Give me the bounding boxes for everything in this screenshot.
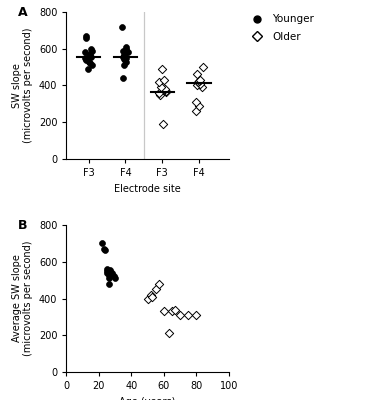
Point xyxy=(162,86,168,92)
Point xyxy=(83,33,89,39)
Point xyxy=(195,78,201,85)
Point xyxy=(83,34,89,41)
Point xyxy=(109,272,115,278)
Point xyxy=(196,78,202,84)
Point xyxy=(107,267,113,273)
Point xyxy=(194,82,200,89)
Point xyxy=(83,56,89,63)
Point xyxy=(111,273,117,280)
Point xyxy=(123,46,128,52)
Point xyxy=(109,270,115,276)
Point xyxy=(159,66,165,72)
Point xyxy=(101,246,107,252)
Point xyxy=(120,47,126,54)
Point xyxy=(193,99,199,105)
Point xyxy=(88,46,94,52)
X-axis label: Age (years): Age (years) xyxy=(120,396,176,400)
Point xyxy=(104,268,110,274)
Point xyxy=(87,51,93,58)
Point xyxy=(121,52,127,58)
Point xyxy=(123,44,129,50)
Point xyxy=(125,49,131,56)
Point xyxy=(196,102,202,109)
Point xyxy=(89,47,95,54)
Point xyxy=(160,121,166,127)
Point xyxy=(156,281,162,287)
Legend: Younger, Older: Younger, Older xyxy=(247,14,314,42)
Point xyxy=(104,270,110,276)
Point xyxy=(123,55,129,61)
Point xyxy=(194,71,200,78)
Point xyxy=(185,312,191,318)
Point xyxy=(83,56,89,62)
Point xyxy=(197,77,203,83)
Point xyxy=(121,56,127,62)
Point xyxy=(158,84,164,90)
Point xyxy=(103,247,108,253)
Point xyxy=(169,308,175,314)
Point xyxy=(163,89,169,95)
Point xyxy=(87,60,93,67)
Point xyxy=(106,275,111,282)
Point xyxy=(88,54,94,60)
Point xyxy=(153,286,159,292)
Point xyxy=(145,295,151,302)
Point xyxy=(112,275,118,282)
Point xyxy=(197,80,203,87)
Point xyxy=(82,55,88,61)
Point xyxy=(166,330,172,337)
Point xyxy=(172,306,178,313)
Point xyxy=(106,272,111,278)
Point xyxy=(119,24,125,30)
Point xyxy=(123,58,128,65)
Point xyxy=(85,66,90,72)
Point xyxy=(82,49,88,56)
Point xyxy=(200,64,206,70)
Point xyxy=(122,51,128,58)
Point xyxy=(89,62,95,68)
Point xyxy=(193,108,199,114)
X-axis label: Electrode site: Electrode site xyxy=(114,184,181,194)
Point xyxy=(161,77,167,83)
Point xyxy=(121,53,127,59)
Point xyxy=(148,292,154,298)
Point xyxy=(121,62,127,68)
Point xyxy=(120,54,126,60)
Point xyxy=(104,266,110,272)
Point xyxy=(161,308,167,314)
Point xyxy=(120,75,126,81)
Point xyxy=(107,269,113,275)
Point xyxy=(156,90,162,96)
Point xyxy=(163,88,169,94)
Point xyxy=(106,281,111,287)
Point xyxy=(86,58,92,65)
Point xyxy=(122,56,128,63)
Point xyxy=(193,312,199,318)
Point xyxy=(149,294,155,300)
Text: B: B xyxy=(18,219,27,232)
Point xyxy=(156,78,162,85)
Point xyxy=(199,84,205,90)
Point xyxy=(86,53,92,59)
Y-axis label: SW slope
(microvolts per second): SW slope (microvolts per second) xyxy=(12,28,33,143)
Point xyxy=(177,312,183,318)
Text: A: A xyxy=(18,6,27,19)
Point xyxy=(157,92,163,98)
Y-axis label: Average SW slope
(microvolts per second): Average SW slope (microvolts per second) xyxy=(12,241,33,356)
Point xyxy=(99,240,105,247)
